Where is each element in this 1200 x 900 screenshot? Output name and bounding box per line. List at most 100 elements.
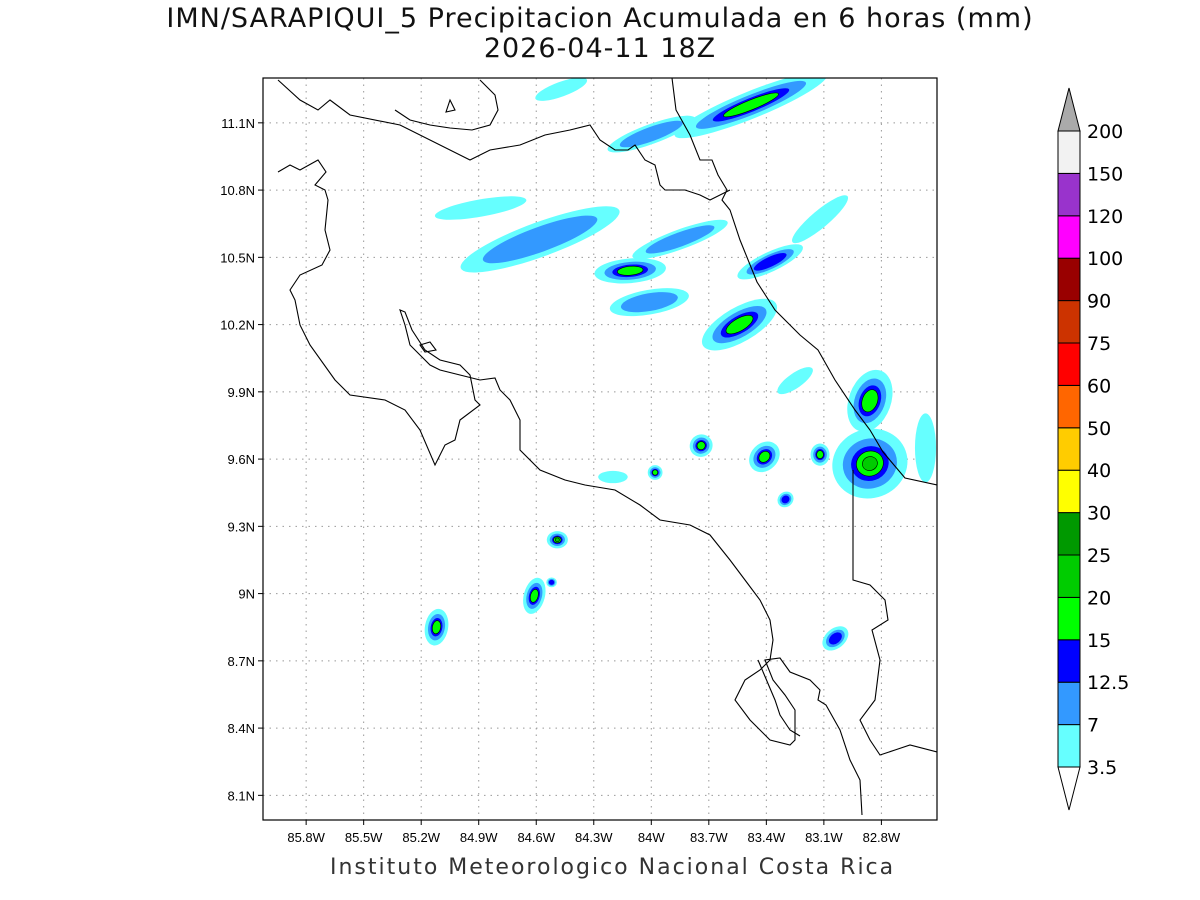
lat-tick-label: 9.3N	[228, 519, 255, 534]
precipitation-field	[424, 78, 937, 651]
precip-contour-level-4	[725, 314, 754, 335]
colorbar-label: 90	[1087, 291, 1111, 313]
footer-credit: Instituto Meteorologico Nacional Costa R…	[330, 855, 896, 880]
lon-tick-label: 85.5W	[345, 830, 383, 845]
graticule	[263, 78, 937, 820]
precip-cell	[810, 443, 830, 466]
lon-tick-label: 83.7W	[690, 830, 728, 845]
nicaragua-lake-coast	[394, 79, 499, 131]
colorbar-label: 120	[1087, 206, 1123, 228]
precip-cell	[546, 531, 568, 549]
nicaragua-border-coast	[277, 79, 731, 201]
precip-contour-level-4	[696, 441, 706, 450]
precip-cell	[749, 441, 780, 473]
lon-tick-label: 85.8W	[287, 830, 325, 845]
precip-cell	[632, 219, 728, 260]
precip-cell	[546, 577, 557, 588]
precip-contour-level-5	[554, 537, 560, 543]
precip-contour-level-1	[914, 413, 937, 483]
precip-contour-level-2	[645, 225, 715, 254]
colorbar-swatch	[1057, 469, 1081, 514]
precip-cell	[523, 577, 546, 614]
colorbar-label: 60	[1087, 375, 1111, 397]
colorbar-label: 150	[1087, 163, 1123, 185]
lat-tick-label: 9.6N	[228, 452, 255, 467]
colorbar-swatch	[1057, 300, 1081, 344]
precip-contour-level-2	[620, 292, 678, 313]
colorbar-label: 50	[1087, 418, 1111, 440]
precip-contour-level-4	[861, 389, 879, 413]
precip-contour-level-4	[758, 451, 771, 463]
lat-tick-label: 10.8N	[220, 183, 255, 198]
colorbar-swatch	[1057, 215, 1081, 259]
colorbar-swatch	[1057, 130, 1081, 174]
precip-cell	[424, 608, 449, 646]
colorbar-swatch	[1057, 596, 1081, 641]
osa-peninsula-inner	[757, 659, 801, 737]
colorbar-swatch	[1057, 257, 1081, 302]
colorbar-legend: 3.5 7 12.5 15 20 25 30 40 50 60 75 90 100 120 150 200	[1057, 87, 1129, 811]
colorbar-swatch	[1057, 554, 1081, 598]
precip-cell	[535, 78, 588, 101]
small-island	[445, 98, 456, 113]
panama-border	[852, 470, 937, 756]
precip-cell	[434, 196, 527, 220]
lon-tick-label: 84.3W	[575, 830, 613, 845]
colorbar-label: 30	[1087, 503, 1111, 525]
colorbar-swatch	[1057, 172, 1081, 217]
lon-tick-label: 84W	[638, 830, 665, 845]
precip-contour-level-1	[777, 367, 813, 395]
lon-tick-label: 84.9W	[460, 830, 498, 845]
colorbar-upper-triangle	[1057, 87, 1081, 132]
precip-contour-level-4	[431, 620, 442, 635]
colorbar-swatch	[1057, 427, 1081, 471]
precip-contour-level-4	[652, 469, 659, 476]
colorbar-label: 200	[1087, 121, 1123, 143]
map-subtitle-datetime: 2026-04-11 18Z	[483, 33, 717, 64]
caribbean-coast	[671, 78, 937, 486]
precip-cell	[647, 465, 663, 480]
lon-tick-label: 84.6W	[517, 830, 555, 845]
precip-cell	[607, 115, 696, 153]
precip-contour-level-1	[434, 196, 527, 220]
small-island	[419, 341, 437, 353]
precip-cell	[737, 244, 803, 280]
precip-contour-level-3	[753, 253, 787, 271]
colorbar-label: 75	[1087, 333, 1111, 355]
colorbar-swatch	[1057, 384, 1081, 429]
precip-cell	[822, 626, 849, 651]
colorbar-swatch	[1057, 724, 1081, 768]
colorbar-label: 40	[1087, 460, 1111, 482]
lat-tick-label: 8.4N	[228, 721, 255, 736]
precip-contour-level-4	[723, 92, 779, 118]
precip-cell	[689, 434, 713, 457]
precip-contour-level-3	[548, 579, 555, 585]
precip-cell	[460, 206, 620, 273]
lat-tick-label: 9N	[238, 587, 255, 602]
precip-contour-level-4	[529, 589, 539, 603]
lat-tick-label: 9.9N	[228, 385, 255, 400]
precip-cell	[594, 258, 666, 284]
colorbar-label: 25	[1087, 545, 1111, 567]
pacific-coast	[277, 159, 863, 816]
lat-tick-label: 11.1N	[221, 116, 255, 131]
precip-contour-level-4	[816, 450, 824, 459]
precip-contour-level-1	[792, 195, 849, 244]
precip-cell	[598, 470, 628, 484]
lon-tick-label: 85.2W	[402, 830, 440, 845]
colorbar-swatch	[1057, 512, 1081, 556]
precip-cell	[674, 78, 828, 139]
precip-cell	[832, 428, 908, 499]
precip-cell	[847, 369, 893, 432]
lon-tick-label: 82.8W	[863, 830, 901, 845]
map-frame	[262, 77, 938, 821]
colorbar-lower-triangle	[1057, 766, 1081, 811]
precip-cell	[701, 298, 778, 351]
lon-tick-label: 83.1W	[805, 830, 843, 845]
precip-contour-level-1	[598, 470, 628, 484]
precip-cell	[777, 367, 813, 395]
coastlines	[277, 78, 937, 816]
precip-contour-level-1	[535, 78, 588, 101]
lat-tick-label: 10.2N	[220, 318, 255, 333]
